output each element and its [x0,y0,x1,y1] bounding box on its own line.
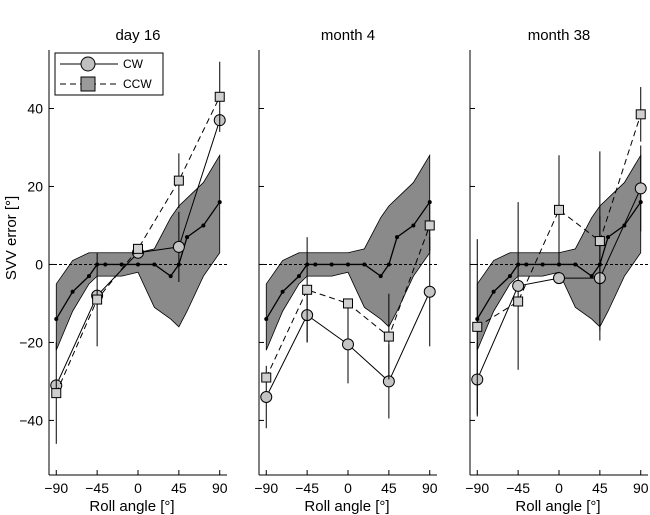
panel-3-ccw-point [554,204,564,215]
panel-1-reference-mean-point [136,262,140,267]
panel-1-reference-mean-point [70,289,75,294]
panel-2-cw-point [260,391,273,404]
panel-1-title: day 16 [115,27,160,44]
panel-2-x-tick-label: 45 [381,480,397,496]
panel-1-x-tick-label: −45 [85,480,109,496]
panel-2-reference-mean-point [313,262,318,267]
panel-3-ccw-point [513,296,524,307]
panel-2-reference-mean-point [378,274,383,279]
panel-3-reference-mean-point [606,235,611,240]
panel-1-y-tick-label: 0 [35,256,43,272]
panel-2-x-tick-label: 0 [344,480,352,496]
panel-2-ccw-point [383,331,394,342]
panel-1-x-tick-label: −90 [44,480,68,496]
legend-ccw-label: CCW [123,77,152,91]
panel-3-title: month 38 [528,27,591,44]
panel-3-x-tick-label: 45 [592,480,608,496]
panel-3-ccw-point [472,321,483,332]
panel-3-cw-point [512,279,525,292]
panel-2-x-tick-label: −45 [295,480,319,496]
panel-2-cw-point [342,338,354,351]
panel-2-ccw-point [261,372,272,383]
panel-2-reference-mean-point [411,223,416,228]
panel-1-y-tick-label: 20 [27,178,43,194]
panel-1-ccw-point [133,243,143,254]
legend: CW CCW [54,52,164,96]
panels-layer: day 16 −90 −45 0 45 90 −40 −20 0 20 40 month 4 −90 −4… [19,27,648,496]
panel-3-x-tick-label: −45 [506,480,530,496]
panel-1-y-tick-label: −20 [19,334,43,350]
panel-2-reference-mean-point [386,262,391,267]
panel-2-reference-mean-point [395,235,400,240]
panel-3-x-tick-label: −90 [465,480,489,496]
panel-1-reference-mean-point [119,262,124,267]
panel-3-reference-mean-point [589,274,594,279]
panel-2-ccw-line [265,225,431,378]
panel-1-reference-mean-point [152,262,157,267]
y-axis-label: SVV error [°] [3,196,20,280]
panel-3-reference-mean-point [540,262,545,267]
x-axis-label-panel-1: Roll angle [°] [89,498,174,515]
panel-1-ccw-point [173,175,184,186]
panel-2-cw-point [423,285,436,298]
panel-2-reference-mean-point [346,262,350,267]
panel-3-ccw-point [594,236,605,247]
panel-1-x-tick-label: 90 [212,480,228,496]
panel-1-reference-mean-point [185,235,190,240]
panel-3-reference-mean-point [507,274,512,279]
panel-3-ccw-point [635,109,646,120]
panel-3-reference-mean-point [524,262,529,267]
panel-1-reference-mean-point [168,274,173,279]
panel-1-y-tick-label: 40 [27,100,43,116]
panel-2-reference-mean-point [296,274,301,279]
panel-1-cw-point [172,240,185,253]
panel-2-reference-mean-point [329,262,334,267]
panel-3-reference-mean-point [491,289,496,294]
panel-2-title: month 4 [321,27,375,44]
panel-3-x-tick-label: 90 [633,480,649,496]
panel-1-ccw-point [51,388,62,399]
panel-1-x-tick-label: 45 [171,480,187,496]
panel-1-x-tick-label: 0 [134,480,142,496]
panel-1-reference-mean-point [103,262,108,267]
panel-2-ccw-point [343,298,353,309]
x-axis-label-panel-3: Roll angle [°] [515,498,600,515]
panel-3-reference-mean-point [573,262,578,267]
panel-1-ccw-point [92,294,103,305]
panel-3-cw-point [634,182,647,195]
panel-1: day 16 −90 −45 0 45 90 −40 −20 0 20 40 [19,27,227,496]
legend-ccw-marker [80,76,96,92]
legend-box [54,52,164,96]
panel-1-ccw-point [214,91,225,102]
panel-3-x-tick-label: 0 [555,480,563,496]
panel-3-ccw-line [477,114,642,328]
panel-2: month 4 −90 −45 0 45 90 [254,27,437,496]
panel-2-x-tick-label: −90 [254,480,278,496]
panel-3: month 38 −90 −45 0 45 90 [465,27,648,496]
panel-2-ccw-point [302,284,313,295]
legend-cw-marker [80,56,96,72]
panel-1-reference-mean-point [201,223,206,228]
panel-1-reference-mean-point [217,200,222,205]
panel-2-reference-mean-point [280,289,285,294]
panel-3-cw-point [553,272,565,285]
panel-1-reference-mean-point [86,274,91,279]
panel-2-x-tick-label: 90 [422,480,438,496]
panel-1-reference-mean-point [54,317,59,322]
legend-cw-label: CW [123,57,144,71]
panel-1-y-tick-label: −40 [19,412,43,428]
panel-2-ccw-point [424,220,435,231]
panel-2-reference-mean-point [362,262,367,267]
panel-2-reference-mean-point [264,317,269,322]
x-axis-label-panel-2: Roll angle [°] [304,498,389,515]
